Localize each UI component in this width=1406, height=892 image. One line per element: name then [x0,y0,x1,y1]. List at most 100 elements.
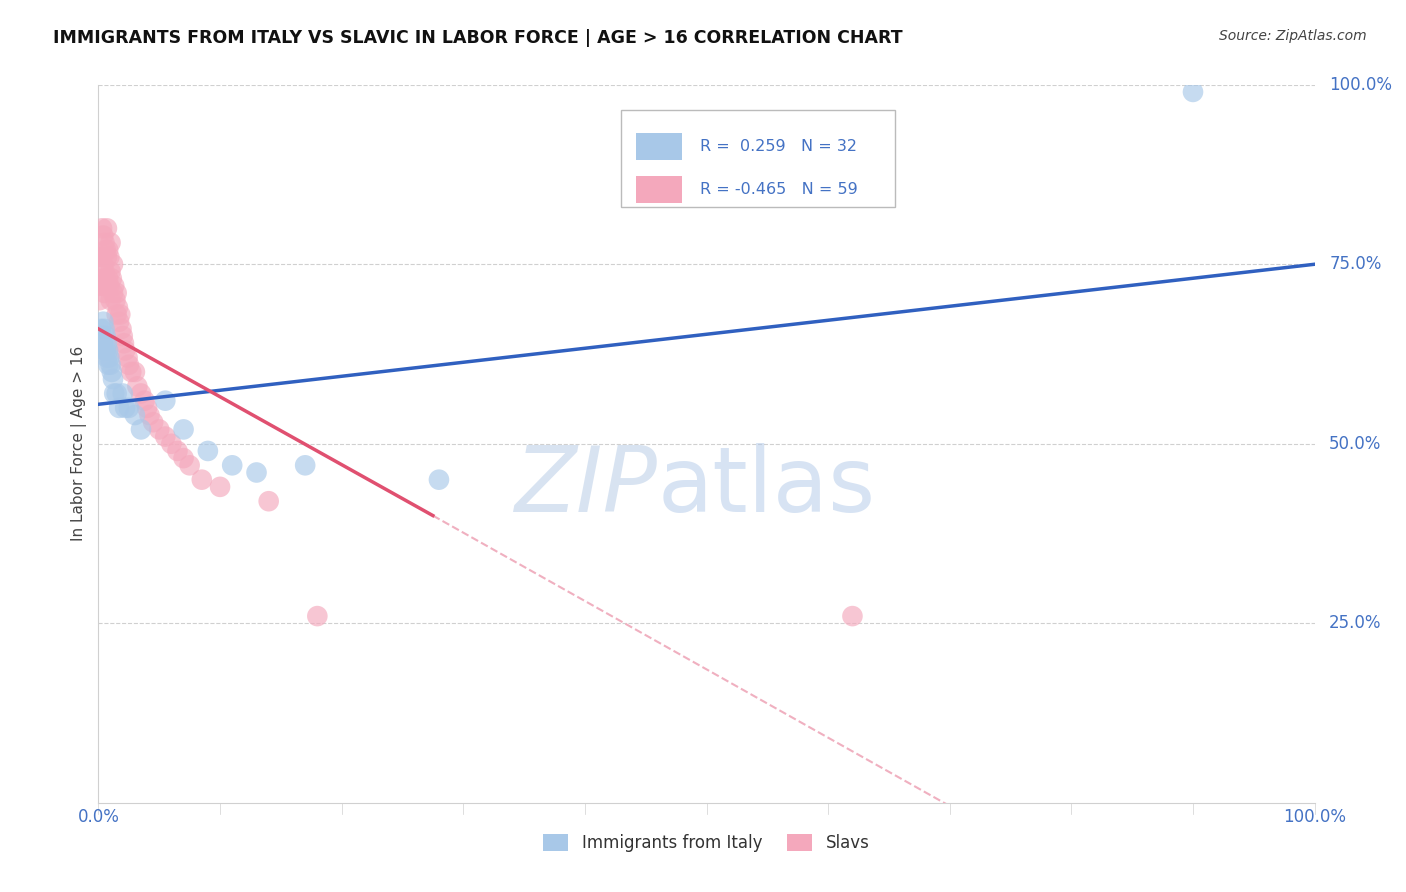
Point [103,278,125,293]
Point [89,293,111,307]
Point [107,301,129,315]
Point [91,250,114,264]
Point [97,358,120,372]
Point [91,278,114,293]
Point [100,293,122,307]
Point [91,329,114,343]
Text: R =  0.259   N = 32: R = 0.259 N = 32 [700,139,858,154]
Point [197,444,219,458]
Point [108,401,131,415]
Point [173,451,195,466]
Point [91,315,114,329]
Point [97,243,120,257]
Point [108,315,131,329]
Point [841,609,863,624]
Point [94,329,117,343]
Text: 75.0%: 75.0% [1329,255,1382,273]
Point [127,379,149,393]
Point [118,401,141,415]
Text: 50.0%: 50.0% [1329,434,1382,453]
Point [96,278,118,293]
Point [90,322,112,336]
Point [98,351,121,365]
Point [94,243,117,257]
Point [90,250,112,264]
Point [136,401,159,415]
Point [148,422,170,436]
Point [112,336,135,351]
Text: Source: ZipAtlas.com: Source: ZipAtlas.com [1219,29,1367,43]
Point [101,372,124,386]
Point [91,271,114,285]
Point [114,401,136,415]
Point [93,343,115,358]
Point [179,458,201,473]
Text: IMMIGRANTS FROM ITALY VS SLAVIC IN LABOR FORCE | AGE > 16 CORRELATION CHART: IMMIGRANTS FROM ITALY VS SLAVIC IN LABOR… [53,29,903,46]
Point [97,343,120,358]
Point [96,336,118,351]
Text: 25.0%: 25.0% [1329,615,1382,632]
Point [166,444,188,458]
Point [124,408,146,422]
Point [96,351,118,365]
Bar [636,176,682,203]
Point [307,609,329,624]
Point [129,422,152,436]
Point [100,358,122,372]
Point [427,473,450,487]
Point [129,386,152,401]
Point [100,235,122,250]
Point [103,386,125,401]
Point [96,250,118,264]
Point [93,322,115,336]
Point [104,293,127,307]
Point [134,393,156,408]
Point [94,343,117,358]
Point [1182,85,1205,99]
Point [294,458,316,473]
Text: atlas: atlas [658,442,876,531]
Point [105,285,128,300]
Text: 100.0%: 100.0% [1329,76,1392,94]
FancyBboxPatch shape [621,110,896,207]
Point [91,336,114,351]
Bar [636,133,682,161]
Point [209,480,232,494]
Point [257,494,280,508]
Point [155,429,177,443]
Point [93,264,115,278]
Point [91,257,114,271]
Point [91,221,114,235]
Legend: Immigrants from Italy, Slavs: Immigrants from Italy, Slavs [537,828,876,859]
Point [100,264,122,278]
Point [160,436,183,450]
Point [155,393,177,408]
Point [124,365,146,379]
Point [110,322,132,336]
Point [96,221,118,235]
Point [117,351,139,365]
Point [97,271,120,285]
Point [101,285,124,300]
Y-axis label: In Labor Force | Age > 16: In Labor Force | Age > 16 [72,346,87,541]
Point [111,386,134,401]
Point [120,365,142,379]
Point [105,308,128,322]
Point [101,271,124,285]
Point [98,250,121,264]
Point [111,329,134,343]
Point [142,415,165,429]
Point [94,271,117,285]
Point [105,386,128,401]
Point [90,278,112,293]
Point [138,408,160,422]
Point [93,235,115,250]
Point [114,343,136,358]
Point [101,257,124,271]
Text: R = -0.465   N = 59: R = -0.465 N = 59 [700,182,858,197]
Point [191,473,214,487]
Point [110,308,132,322]
Point [245,466,267,480]
Point [98,278,121,293]
Point [93,285,115,300]
